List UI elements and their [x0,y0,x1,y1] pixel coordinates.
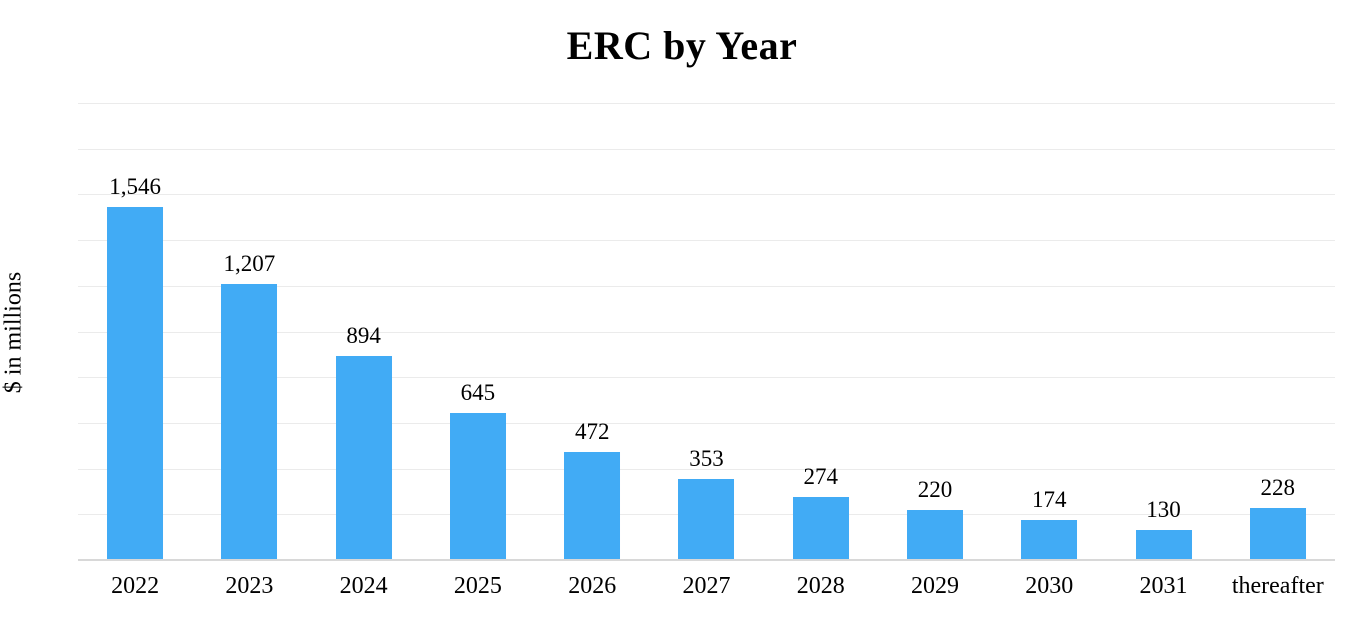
chart-title: ERC by Year [566,23,798,68]
bar-value-label-2029: 220 [917,476,953,502]
bar-value-label-2022: 1,546 [109,173,161,199]
bar-2022 [107,206,164,560]
x-tick-label-thereafter: thereafter [1231,573,1324,599]
bar-value-label-2027: 353 [689,446,724,472]
gridline [78,468,1335,470]
x-axis-line [78,559,1335,561]
bar-value-label-thereafter: 228 [1260,474,1296,500]
gridline [78,194,1335,196]
bar-group-thereafter: 228 [1221,103,1335,560]
bar-group-2031: 130 [1106,103,1220,560]
x-tick-label-2030: 2030 [1025,573,1074,599]
gridline [78,377,1335,379]
x-tick-label-2031: 2031 [1139,573,1188,599]
x-tick-label-2025: 2025 [453,573,502,599]
bar-2030 [1021,520,1078,560]
bar-group-2025: 645 [421,103,535,560]
x-axis-tick-labels: 2022 2023 2024 2025 2026 2027 2028 2029 2030 2031… [78,572,1335,601]
x-tick-label-2028: 2028 [796,573,845,599]
bar-group-2022: 1,546 [78,103,192,560]
bar-2027 [678,479,735,560]
bar-value-label-2024: 894 [346,322,381,348]
bar-2025 [449,412,506,560]
x-tick-label-2029: 2029 [910,573,959,599]
bar-2024 [335,355,392,560]
bar-group-2028: 274 [764,103,878,560]
bar-group-2027: 353 [649,103,763,560]
y-axis-label: $ in millions [0,271,27,394]
bar-2023 [221,284,278,560]
x-tick-label-2026: 2026 [568,573,617,599]
bar-group-2030: 174 [992,103,1106,560]
plot-area: 1,546 1,207 894 645 472 353 274 220 174 130 228 [78,103,1335,561]
bar-group-2024: 894 [307,103,421,560]
bar-value-label-2028: 274 [803,464,838,490]
x-tick-label-2023: 2023 [225,573,274,599]
x-tick-label-2024: 2024 [339,573,388,599]
bar-thereafter [1249,507,1306,560]
x-tick-label-2022: 2022 [111,573,160,599]
bar-group-2026: 472 [535,103,649,560]
gridline [78,422,1335,424]
bar-value-label-2023: 1,207 [223,251,276,277]
gridline [78,285,1335,287]
bar-value-label-2026: 472 [574,419,610,445]
bar-value-label-2031: 130 [1146,497,1181,523]
bar-2026 [564,452,621,560]
bars-row: 1,546 1,207 894 645 472 353 274 220 174 130 228 [78,103,1335,560]
bar-group-2023: 1,207 [192,103,306,560]
gridline [78,103,1335,104]
gridline [78,240,1335,242]
bar-2029 [906,509,963,560]
gridline [78,331,1335,333]
bar-group-2029: 220 [878,103,992,560]
bar-value-label-2030: 174 [1032,487,1067,513]
bar-value-label-2025: 645 [460,379,496,405]
gridline [78,148,1335,150]
x-tick-label-2027: 2027 [682,573,731,599]
bar-2031 [1135,530,1192,560]
bar-2028 [792,497,849,560]
